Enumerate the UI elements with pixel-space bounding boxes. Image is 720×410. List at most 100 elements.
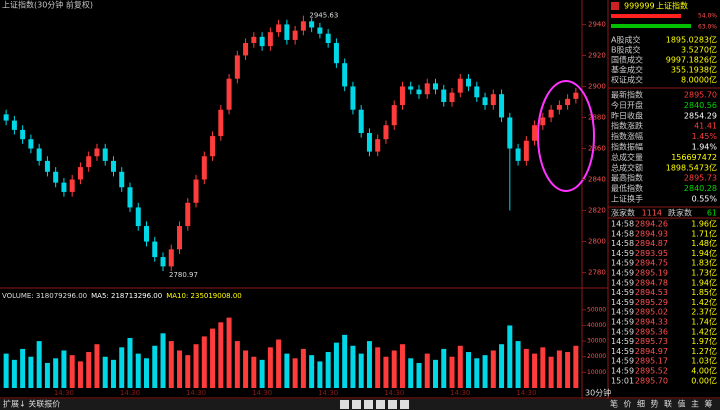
candle-body — [499, 94, 505, 118]
candle-body — [474, 86, 480, 98]
highlight-ellipse — [537, 80, 595, 192]
trade-price: 2895.73 — [635, 337, 668, 346]
row-label: 最高指数 — [611, 173, 643, 183]
volume-bar — [267, 347, 273, 388]
candle-body — [135, 207, 141, 227]
trade-time: 14:59 — [611, 308, 634, 317]
panel-tab[interactable]: 联 — [664, 400, 672, 409]
row-value: 1.94% — [692, 143, 718, 152]
panel-tab[interactable]: 细 — [637, 399, 645, 409]
y-tick-label: 40000 — [587, 322, 606, 329]
volume-bar — [44, 362, 50, 388]
volume-bar — [201, 336, 207, 388]
panel-tab[interactable]: 势 — [651, 399, 659, 409]
row-value: 1898.5473亿 — [666, 162, 717, 172]
trade-price: 2894.53 — [635, 288, 668, 297]
x-tick-label: 14:30 — [516, 389, 536, 397]
y-tick-label: 2940 — [588, 20, 606, 28]
trade-amount: 1.48亿 — [691, 238, 717, 248]
trade-price: 2894.78 — [635, 278, 668, 287]
icon[interactable] — [388, 400, 397, 409]
y-tick-label: 2900 — [588, 82, 606, 90]
row-value: 3.5270亿 — [681, 45, 717, 55]
trade-amount: 1.42亿 — [691, 297, 717, 307]
volume-bar — [532, 353, 538, 388]
row-value: 8.0000亿 — [681, 75, 717, 85]
candle-body — [44, 160, 50, 172]
row-value: 1895.0283亿 — [666, 35, 717, 45]
volume-bar — [36, 341, 42, 388]
trade-time: 14:58 — [611, 220, 634, 229]
volume-bar — [11, 359, 17, 388]
candle-body — [292, 30, 298, 40]
candle-body — [28, 139, 34, 149]
candle-body — [391, 105, 397, 126]
candle-body — [309, 21, 315, 28]
low-label: 2780.97 — [169, 271, 198, 279]
volume-bar — [449, 356, 455, 388]
candle-body — [53, 171, 59, 183]
y-tick-label: 2840 — [588, 176, 606, 184]
candle-body — [416, 89, 422, 95]
panel-tab[interactable]: 值 — [678, 399, 686, 409]
volume-bar — [259, 359, 265, 388]
candle-body — [375, 139, 381, 152]
icon[interactable] — [352, 400, 361, 409]
volume-bar — [20, 348, 26, 388]
panel-tab[interactable]: 价 — [624, 400, 632, 409]
candle-body — [383, 125, 389, 140]
panel-tab[interactable]: 笔 — [610, 399, 618, 409]
y-tick-label: 20000 — [587, 353, 606, 360]
ratio: 54.0% — [698, 13, 717, 20]
candle-body — [333, 43, 339, 64]
trade-amount: 0.00亿 — [691, 375, 717, 385]
breadth: 1114 — [642, 209, 662, 218]
volume-bar — [110, 359, 116, 388]
candle-body — [540, 117, 546, 126]
y-tick-label: 10000 — [587, 369, 606, 376]
volume-bar — [424, 353, 430, 388]
icon[interactable] — [364, 400, 373, 409]
candle-body — [251, 36, 257, 44]
row-label: 最低指数 — [611, 183, 643, 193]
toolbar-icons — [340, 400, 409, 409]
trade-price: 2894.26 — [635, 220, 668, 229]
candle-body — [3, 114, 9, 121]
volume-bar — [177, 350, 183, 388]
volume-bar — [210, 328, 216, 388]
volume-bar — [185, 355, 191, 388]
row-value: 2854.29 — [684, 111, 717, 120]
candle-body — [532, 125, 538, 141]
volume-bar — [119, 347, 125, 388]
trade-time: 14:59 — [611, 327, 634, 336]
toolbar-text[interactable]: 扩展↓ 关联报价 — [3, 399, 60, 409]
period[interactable]: 30分钟 — [585, 388, 611, 398]
panel-tab[interactable]: 主 — [691, 399, 699, 409]
candle-body — [259, 36, 265, 47]
volume-bar — [168, 341, 174, 388]
code-badge — [611, 2, 619, 10]
trade-price: 2894.97 — [635, 347, 668, 356]
x-tick-label: 14:30 — [186, 389, 206, 397]
row-value: 2840.56 — [684, 101, 717, 110]
candle-body — [449, 92, 455, 102]
icon[interactable] — [376, 400, 385, 409]
ratio: 63.0% — [698, 24, 717, 31]
volume-bar — [474, 358, 480, 388]
candle-body — [210, 136, 216, 157]
row-value: 355.1938亿 — [671, 65, 717, 75]
trade-time: 14:59 — [611, 318, 634, 327]
panel-tab[interactable]: 筹 — [705, 399, 713, 409]
trade-price: 2895.02 — [635, 308, 668, 317]
trade-price: 2895.36 — [635, 327, 668, 336]
icon[interactable] — [400, 400, 409, 409]
candle-body — [218, 109, 224, 137]
y-tick-label: 2860 — [588, 145, 606, 153]
icon[interactable] — [340, 400, 349, 409]
volume-bar — [243, 350, 249, 388]
row-label: 总成交额 — [611, 162, 643, 172]
candle-body — [226, 78, 232, 110]
volume-bar — [61, 350, 67, 388]
candle-body — [102, 148, 108, 161]
volume-bar — [152, 345, 158, 388]
